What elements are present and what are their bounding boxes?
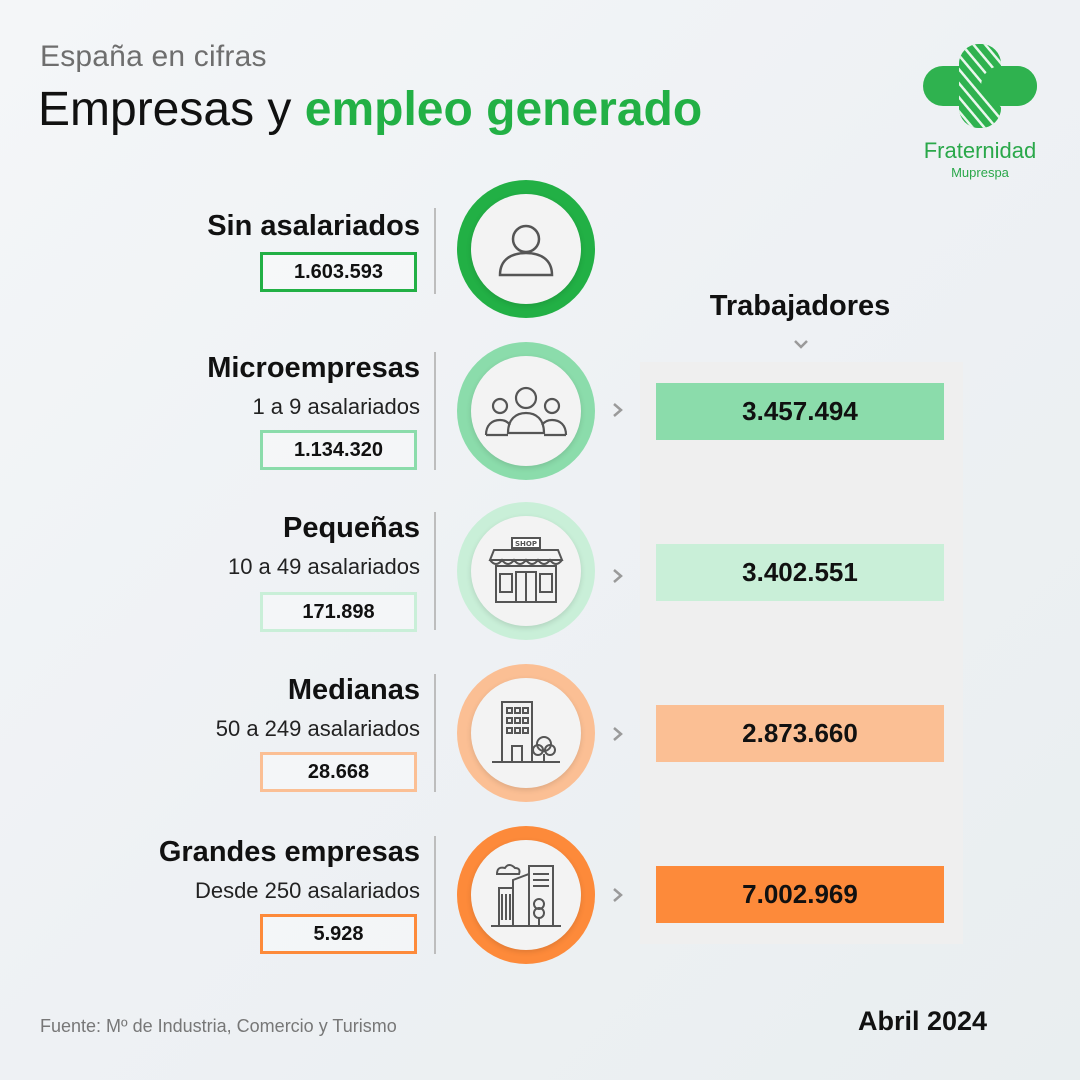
category-icon-ring (457, 180, 595, 318)
category-icon-ring (457, 826, 595, 964)
workers-value-medianas: 2.873.660 (656, 705, 944, 762)
title-accent: empleo generado (304, 83, 703, 136)
workers-value-microempresas: 3.457.494 (656, 383, 944, 440)
category-row-medianas: Medianas 50 a 249 asalariados 28.668 (0, 660, 620, 810)
divider (434, 674, 436, 792)
chevron-right-icon (613, 403, 623, 417)
category-row-pequenas: Pequeñas 10 a 49 asalariados 171.898 SHO… (0, 498, 620, 648)
category-count: 1.603.593 (260, 252, 417, 292)
chevron-down-icon (794, 340, 808, 349)
category-name: Grandes empresas (158, 836, 420, 868)
title-plain: Empresas y (38, 83, 305, 136)
logo-name: Fraternidad (923, 138, 1037, 163)
category-icon-ring (457, 664, 595, 802)
divider (434, 352, 436, 470)
page-subtitle: España en cifras (40, 40, 267, 73)
city-buildings-icon (491, 864, 561, 927)
svg-text:SHOP: SHOP (515, 540, 537, 548)
category-count: 28.668 (260, 752, 417, 792)
category-row-sin-asalariados: Sin asalariados 1.603.593 (0, 178, 620, 328)
workers-panel (640, 362, 963, 944)
person-icon (498, 224, 554, 277)
source-note: Fuente: Mº de Industria, Comercio y Turi… (40, 1016, 397, 1036)
category-range: 50 a 249 asalariados (215, 716, 420, 741)
category-range: 1 a 9 asalariados (252, 394, 420, 419)
category-range: Desde 250 asalariados (194, 878, 420, 903)
date-label: Abril 2024 (858, 1006, 988, 1036)
category-icon-ring (457, 342, 595, 480)
divider (434, 208, 436, 294)
chevron-right-icon (613, 727, 623, 741)
workers-value-pequenas: 3.402.551 (656, 544, 944, 601)
chevron-right-icon (613, 888, 623, 902)
divider (434, 512, 436, 630)
category-name: Pequeñas (283, 512, 420, 544)
cross-logo-icon (923, 44, 1037, 128)
category-name: Microempresas (207, 352, 420, 384)
category-name: Sin asalariados (207, 210, 420, 242)
group-icon (484, 386, 568, 437)
category-count: 171.898 (260, 592, 417, 632)
fraternidad-logo: Fraternidad Muprespa (905, 40, 1055, 180)
logo-subname: Muprespa (951, 165, 1009, 180)
workers-title: Trabajadores (709, 290, 891, 322)
category-name: Medianas (287, 674, 420, 706)
category-count: 5.928 (260, 914, 417, 954)
workers-value-grandes-empresas: 7.002.969 (656, 866, 944, 923)
shop-icon: SHOP (488, 537, 564, 603)
category-count: 1.134.320 (260, 430, 417, 470)
chevron-right-icon (613, 569, 623, 583)
divider (434, 836, 436, 954)
category-range: 10 a 49 asalariados (227, 554, 420, 579)
category-row-grandes-empresas: Grandes empresas Desde 250 asalariados 5… (0, 822, 620, 972)
category-row-microempresas: Microempresas 1 a 9 asalariados 1.134.32… (0, 338, 620, 488)
category-icon-ring: SHOP (457, 502, 595, 640)
office-building-icon (492, 701, 560, 763)
page-title: Empresas y empleo generado (38, 82, 702, 137)
